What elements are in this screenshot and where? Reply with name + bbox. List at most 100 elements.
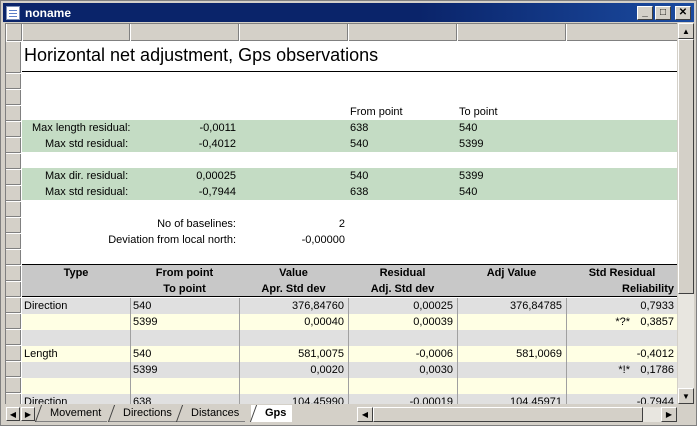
column-divider [239,314,240,330]
table-row[interactable]: 5399 0,0020 0,0030 *!* 0,1786 [22,362,677,378]
cell-type: Direction [24,300,68,312]
row-header[interactable] [6,393,21,404]
residual-row[interactable]: Max std residual: -0,4012 540 5399 [22,136,677,152]
cell-value: 104,45990 [292,396,344,404]
cell-point: 540 [133,300,152,312]
vertical-scroll-thumb[interactable] [678,39,694,294]
report-grid[interactable]: Horizontal net adjustment, Gps observati… [5,23,677,404]
title-bar[interactable]: noname _ □ ✕ [3,3,694,22]
residual-to: 540 [459,186,478,198]
column-divider [239,330,240,346]
table-row[interactable] [22,378,677,394]
col-type: Type [63,267,89,279]
column-divider [130,330,131,346]
col-from-point: From point [155,267,214,279]
arrow-down-icon: ▼ [682,391,690,401]
column-divider [457,330,458,346]
scroll-left-button[interactable]: ◀ [357,407,373,422]
column-header[interactable] [457,24,566,41]
row-header[interactable] [6,137,21,153]
scroll-up-button[interactable]: ▲ [678,23,694,39]
row-header[interactable] [6,217,21,233]
baselines-label: No of baselines: [157,218,236,230]
row-header[interactable] [6,41,21,73]
maximize-button[interactable]: □ [655,5,671,20]
deviation-row[interactable]: Deviation from local north: -0,00000 [22,232,677,248]
scroll-right-button[interactable]: ▶ [661,407,677,422]
row-header[interactable] [6,73,21,89]
row-header[interactable] [6,201,21,217]
row-header[interactable] [6,377,21,393]
arrow-up-icon: ▲ [682,26,690,36]
column-header[interactable] [130,24,239,41]
horizontal-scroll-thumb[interactable] [373,407,643,422]
tab-scroll-right-button[interactable]: ▶ [21,407,35,421]
column-header[interactable] [348,24,457,41]
residual-value: -0,0011 [199,122,237,134]
table-row[interactable]: Direction 638 104,45990 -0,00019 104,45971 -0… [22,394,677,404]
column-divider [566,362,567,378]
row-header[interactable] [6,297,21,313]
row-header[interactable] [6,329,21,345]
tab-scroll-left-button[interactable]: ◀ [6,407,20,421]
tab-distances[interactable]: Distances [177,405,246,422]
vertical-scrollbar[interactable]: ▲ ▼ [678,23,694,404]
residual-label: Max length residual: [32,122,131,134]
column-header[interactable] [566,24,677,41]
cell-flag: *!* [618,364,630,376]
row-header[interactable] [6,313,21,329]
table-row[interactable]: Length 540 581,0075 -0,0006 581,0069 -0,4012 [22,346,677,362]
report-content: Horizontal net adjustment, Gps observati… [22,41,677,404]
cell-residual: -0,0006 [415,348,453,360]
minimize-button[interactable]: _ [637,5,653,20]
column-divider [130,314,131,330]
table-row[interactable] [22,330,677,346]
table-header-row: To point Apr. Std dev Adj. Std dev Relia… [22,281,677,297]
row-header[interactable] [6,249,21,265]
table-row[interactable]: Direction 540 376,84760 0,00025 376,84785 0,7… [22,298,677,314]
column-divider [566,378,567,394]
row-header[interactable] [6,169,21,185]
row-header[interactable] [6,233,21,249]
cell-std: 0,3857 [640,316,674,328]
col-to-point: To point [163,283,206,295]
residual-from: 638 [350,122,369,134]
spreadsheet-icon [6,5,20,20]
residual-row[interactable]: Max std residual: -0,7944 638 540 [22,184,677,200]
scroll-down-button[interactable]: ▼ [678,388,694,404]
row-header[interactable] [6,105,21,121]
tab-movement[interactable]: Movement [36,405,108,422]
row-header[interactable] [6,281,21,297]
residual-to: 5399 [459,138,484,150]
residual-label: Max dir. residual: [45,170,129,182]
cell-value: 581,0075 [298,348,344,360]
close-button[interactable]: ✕ [675,5,691,20]
column-header[interactable] [22,24,130,41]
row-header[interactable] [6,121,21,137]
horizontal-scrollbar[interactable]: ◀ ▶ [357,407,677,422]
cell-adj-value: 376,84785 [510,300,562,312]
row-header[interactable] [6,345,21,361]
tab-directions[interactable]: Directions [109,405,178,422]
tab-gps[interactable]: Gps [251,405,293,422]
row-header[interactable] [6,361,21,377]
residual-row[interactable]: Max length residual: -0,0011 638 540 [22,120,677,136]
column-divider [348,314,349,330]
cell-residual: 0,00039 [413,316,453,328]
residual-value: 0,00025 [196,170,236,182]
column-divider [457,314,458,330]
col-residual: Residual [379,267,426,279]
close-icon: ✕ [678,6,688,18]
residual-to: 5399 [459,170,484,182]
row-header[interactable] [6,89,21,105]
row-header[interactable] [6,153,21,169]
table-row[interactable]: 5399 0,00040 0,00039 *?* 0,3857 [22,314,677,330]
corner-cell[interactable] [6,24,22,41]
cell-std: 0,7933 [640,300,674,312]
arrow-right-icon: ▶ [24,409,32,419]
row-header[interactable] [6,185,21,201]
column-header[interactable] [239,24,348,41]
row-header[interactable] [6,265,21,281]
residual-row[interactable]: Max dir. residual: 0,00025 540 5399 [22,168,677,184]
baselines-row[interactable]: No of baselines: 2 [22,216,677,232]
